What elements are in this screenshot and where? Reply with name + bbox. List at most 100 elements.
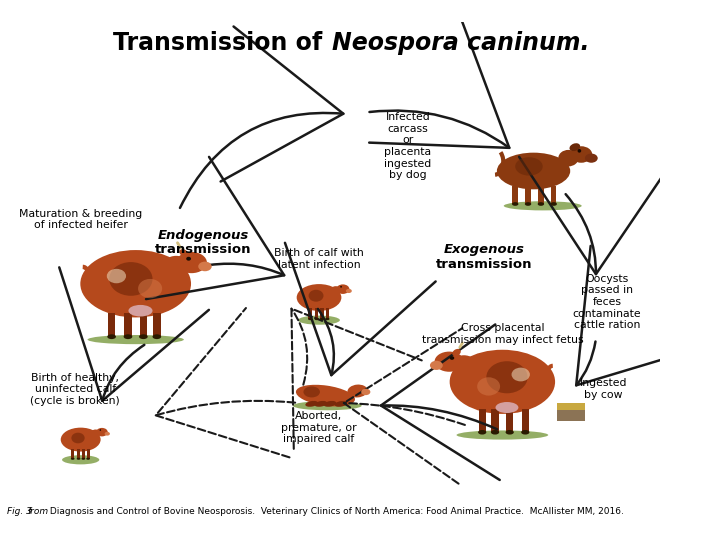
Text: Neospora caninum.: Neospora caninum. [332,31,590,55]
FancyArrowPatch shape [178,243,181,248]
Text: transmission: transmission [156,244,252,256]
Ellipse shape [99,429,101,431]
Text: Diagnosis and Control of Bovine Neosporosis.  Veterinary Clinics of North Americ: Diagnosis and Control of Bovine Neosporo… [47,507,624,516]
FancyArrowPatch shape [381,325,500,480]
Ellipse shape [107,269,126,284]
Ellipse shape [577,149,581,153]
Text: from: from [27,507,49,516]
Text: Maturation & breeding
of infected heifer: Maturation & breeding of infected heifer [19,209,143,231]
Ellipse shape [124,334,132,339]
Ellipse shape [77,458,81,460]
Ellipse shape [538,202,544,206]
Bar [506,409,513,432]
Ellipse shape [336,285,349,294]
Bar [315,308,318,319]
Ellipse shape [435,352,464,372]
Ellipse shape [308,318,312,320]
Ellipse shape [558,150,578,166]
Ellipse shape [60,428,101,451]
Ellipse shape [86,458,90,460]
Bar [557,403,585,421]
Bar [82,449,85,459]
FancyArrowPatch shape [344,328,465,484]
Ellipse shape [176,252,207,273]
Text: Endogenous: Endogenous [158,228,249,242]
Ellipse shape [511,368,530,381]
Ellipse shape [293,401,361,410]
Ellipse shape [340,286,342,288]
Ellipse shape [139,334,148,339]
Bar [77,449,80,459]
FancyArrowPatch shape [180,26,343,208]
FancyArrowPatch shape [146,157,284,299]
Ellipse shape [71,433,85,443]
FancyArrowPatch shape [292,309,422,449]
Ellipse shape [505,430,514,435]
Bar [551,186,557,204]
Ellipse shape [305,401,318,407]
Bar [71,449,74,459]
Ellipse shape [104,432,110,436]
Bar [491,409,499,432]
Ellipse shape [477,377,500,396]
Ellipse shape [315,318,319,320]
Ellipse shape [138,279,162,298]
Ellipse shape [348,384,368,397]
Ellipse shape [128,305,153,316]
Ellipse shape [512,202,518,206]
Ellipse shape [81,250,191,318]
Bar [513,186,518,204]
Text: Birth of calf with
latent infection: Birth of calf with latent infection [274,248,364,270]
Ellipse shape [298,315,340,325]
Bar [308,308,312,319]
Text: transmission: transmission [436,258,532,271]
Bar [557,403,585,410]
Text: Fig. 3: Fig. 3 [7,507,35,516]
Ellipse shape [91,429,100,437]
Ellipse shape [96,428,108,436]
Ellipse shape [62,455,99,464]
Ellipse shape [163,256,189,277]
Ellipse shape [451,355,477,375]
Ellipse shape [153,334,161,339]
Text: Cross placental
transmission may infect fetus: Cross placental transmission may infect … [422,323,583,345]
Ellipse shape [179,249,189,256]
Ellipse shape [450,350,555,414]
Ellipse shape [450,356,454,360]
Text: Exogenous: Exogenous [444,244,524,256]
Bar [108,313,115,337]
Text: Ingested
by cow: Ingested by cow [580,379,627,400]
Ellipse shape [516,157,543,176]
Ellipse shape [325,318,330,320]
Ellipse shape [570,143,580,151]
Bar [526,186,531,204]
Ellipse shape [346,289,352,293]
Bar [325,308,329,319]
Ellipse shape [297,284,341,311]
FancyArrowPatch shape [576,246,711,386]
Ellipse shape [198,261,212,271]
Ellipse shape [296,385,355,407]
Ellipse shape [324,401,336,407]
Ellipse shape [309,290,323,302]
Ellipse shape [456,430,548,440]
Bar [140,313,147,337]
Ellipse shape [478,430,486,435]
Ellipse shape [320,318,324,320]
Ellipse shape [88,335,184,344]
FancyArrowPatch shape [519,157,675,274]
Ellipse shape [71,458,75,460]
Bar [153,313,161,337]
Ellipse shape [504,201,582,211]
Ellipse shape [551,202,557,206]
Bar [538,186,544,204]
Bar [320,308,324,319]
Ellipse shape [107,334,116,339]
Ellipse shape [570,146,593,163]
FancyArrowPatch shape [156,308,295,457]
Ellipse shape [521,430,529,435]
FancyArrowPatch shape [285,243,436,375]
Ellipse shape [315,401,327,407]
Text: Oocysts
passed in
feces
contaminate
cattle ration: Oocysts passed in feces contaminate catt… [572,274,642,330]
FancyArrowPatch shape [59,267,209,401]
